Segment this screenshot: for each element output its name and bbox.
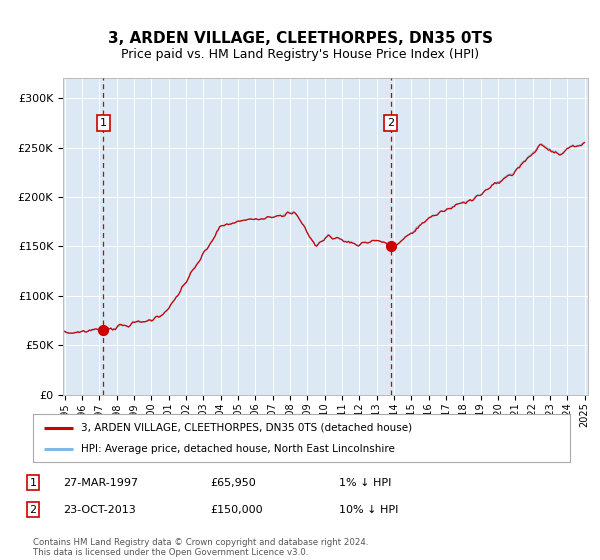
Text: 2: 2 [29,505,37,515]
Point [386,242,395,251]
Text: 10% ↓ HPI: 10% ↓ HPI [339,505,398,515]
Text: £150,000: £150,000 [210,505,263,515]
Text: 1: 1 [29,478,37,488]
Text: 1% ↓ HPI: 1% ↓ HPI [339,478,391,488]
Text: 2: 2 [387,118,394,128]
Text: 3, ARDEN VILLAGE, CLEETHORPES, DN35 0TS (detached house): 3, ARDEN VILLAGE, CLEETHORPES, DN35 0TS … [82,423,412,433]
Text: 1: 1 [100,118,107,128]
Text: Contains HM Land Registry data © Crown copyright and database right 2024.
This d: Contains HM Land Registry data © Crown c… [33,538,368,557]
Point [98,325,108,334]
Text: HPI: Average price, detached house, North East Lincolnshire: HPI: Average price, detached house, Nort… [82,444,395,454]
Text: 27-MAR-1997: 27-MAR-1997 [63,478,138,488]
Text: 23-OCT-2013: 23-OCT-2013 [63,505,136,515]
Text: £65,950: £65,950 [210,478,256,488]
Text: Price paid vs. HM Land Registry's House Price Index (HPI): Price paid vs. HM Land Registry's House … [121,48,479,60]
Text: 3, ARDEN VILLAGE, CLEETHORPES, DN35 0TS: 3, ARDEN VILLAGE, CLEETHORPES, DN35 0TS [107,31,493,46]
